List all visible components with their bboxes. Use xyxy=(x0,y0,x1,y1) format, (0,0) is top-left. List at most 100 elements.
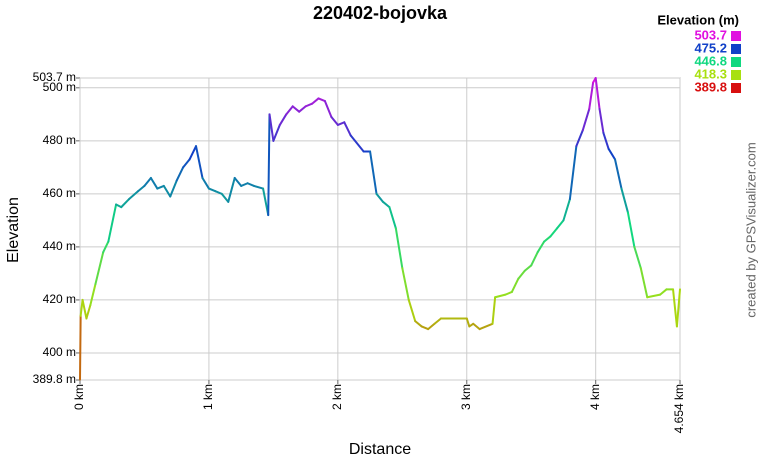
y-tick-label: 420 m xyxy=(43,292,76,306)
elevation-segment xyxy=(343,121,352,137)
x-tick-label: 3 km xyxy=(459,384,473,410)
elevation-segment xyxy=(581,108,591,132)
elevation-segment xyxy=(675,288,681,328)
elevation-segment xyxy=(304,102,314,108)
elevation-segment xyxy=(102,240,110,254)
elevation-segment xyxy=(375,192,384,203)
elevation-segment xyxy=(465,317,471,328)
elevation-segment xyxy=(188,145,198,161)
elevation-segment xyxy=(626,211,636,248)
elevation-segment xyxy=(278,113,288,126)
elevation-segment xyxy=(336,121,346,126)
elevation-segment xyxy=(272,123,281,142)
elevation-segment xyxy=(614,158,623,190)
elevation-segment xyxy=(369,150,378,195)
elevation-segment xyxy=(672,288,678,328)
elevation-segment xyxy=(233,176,243,187)
elevation-segment xyxy=(214,190,223,195)
elevation-segment xyxy=(504,290,513,296)
elevation-segment xyxy=(201,176,210,190)
elevation-segment xyxy=(267,113,271,217)
elevation-segment xyxy=(268,113,275,142)
elevation-segment xyxy=(317,97,326,103)
elevation-segment xyxy=(394,227,404,270)
elevation-segment xyxy=(594,77,601,111)
elevation-segment xyxy=(494,293,507,299)
x-tick-label: 4 km xyxy=(588,384,602,410)
elevation-segment xyxy=(175,166,185,182)
elevation-segment xyxy=(568,145,578,201)
elevation-segment xyxy=(156,184,165,190)
x-tick-label: 4.654 km xyxy=(672,384,686,433)
elevation-segment xyxy=(549,227,559,238)
elevation-segment xyxy=(388,206,397,230)
elevation-segment xyxy=(523,264,533,272)
elevation-segment xyxy=(659,288,668,296)
elevation-segment xyxy=(620,187,629,214)
elevation-segment xyxy=(556,219,565,230)
legend-label: 418.3 xyxy=(694,66,727,81)
x-axis-title: Distance xyxy=(349,441,411,458)
elevation-segment xyxy=(323,100,333,118)
elevation-segment xyxy=(646,293,662,299)
elevation-segment xyxy=(401,267,410,301)
elevation-segment xyxy=(107,203,118,243)
elevation-segment xyxy=(143,176,152,187)
legend-title: Elevation (m) xyxy=(657,12,739,27)
elevation-segment xyxy=(182,158,191,169)
elevation-segment xyxy=(607,147,617,161)
elevation-segment xyxy=(94,251,105,286)
elevation-segment xyxy=(536,240,546,254)
elevation-segment xyxy=(253,184,265,190)
elevation-segment xyxy=(633,245,642,270)
legend-swatch xyxy=(731,83,741,93)
y-axis-title: Elevation xyxy=(5,197,22,263)
legend-swatch xyxy=(731,70,741,80)
chart-title: 220402-bojovka xyxy=(313,3,448,23)
elevation-segment xyxy=(491,296,497,325)
elevation-segment xyxy=(420,325,430,331)
elevation-segment xyxy=(639,267,649,299)
y-tick-label: 503.7 m xyxy=(33,70,76,84)
elevation-segment xyxy=(472,322,481,331)
elevation-segment xyxy=(81,298,88,320)
elevation-segment xyxy=(79,314,82,381)
x-tick-label: 1 km xyxy=(201,384,215,410)
elevation-segment xyxy=(240,182,249,187)
legend-label: 446.8 xyxy=(694,53,727,68)
elevation-segment xyxy=(349,134,365,153)
elevation-segment xyxy=(285,105,294,116)
elevation-segment xyxy=(127,190,140,201)
elevation-segment xyxy=(602,131,610,150)
elevation-segment xyxy=(381,200,391,209)
y-tick-label: 400 m xyxy=(43,345,76,359)
elevation-segment xyxy=(298,105,307,113)
elevation-segment xyxy=(169,179,178,198)
legend-label: 389.8 xyxy=(694,79,727,94)
elevation-segment xyxy=(311,97,320,105)
elevation-segment xyxy=(120,198,130,209)
elevation-segment xyxy=(427,322,436,331)
elevation-segment xyxy=(530,251,539,267)
credit: created by GPSVisualizer.com xyxy=(743,142,758,317)
elevation-segment xyxy=(414,320,423,328)
elevation-segment xyxy=(207,187,217,193)
elevation-segment xyxy=(562,198,571,222)
elevation-segment xyxy=(291,105,301,113)
elevation-segment xyxy=(575,129,584,148)
elevation-segment xyxy=(149,176,159,190)
elevation-segment xyxy=(510,277,520,293)
x-tick-label: 0 km xyxy=(72,384,86,410)
elevation-segment xyxy=(478,322,494,331)
legend-swatch xyxy=(731,57,741,67)
elevation-segment xyxy=(220,192,230,203)
elevation-segment xyxy=(433,317,442,325)
elevation-segment xyxy=(162,184,172,198)
legend-label: 475.2 xyxy=(694,40,727,55)
elevation-segment xyxy=(598,108,605,134)
elevation-segment xyxy=(85,304,92,320)
legend-label: 503.7 xyxy=(694,27,727,42)
y-tick-label: 480 m xyxy=(43,133,76,147)
elevation-segment xyxy=(330,115,339,126)
y-tick-label: 389.8 m xyxy=(33,372,76,386)
